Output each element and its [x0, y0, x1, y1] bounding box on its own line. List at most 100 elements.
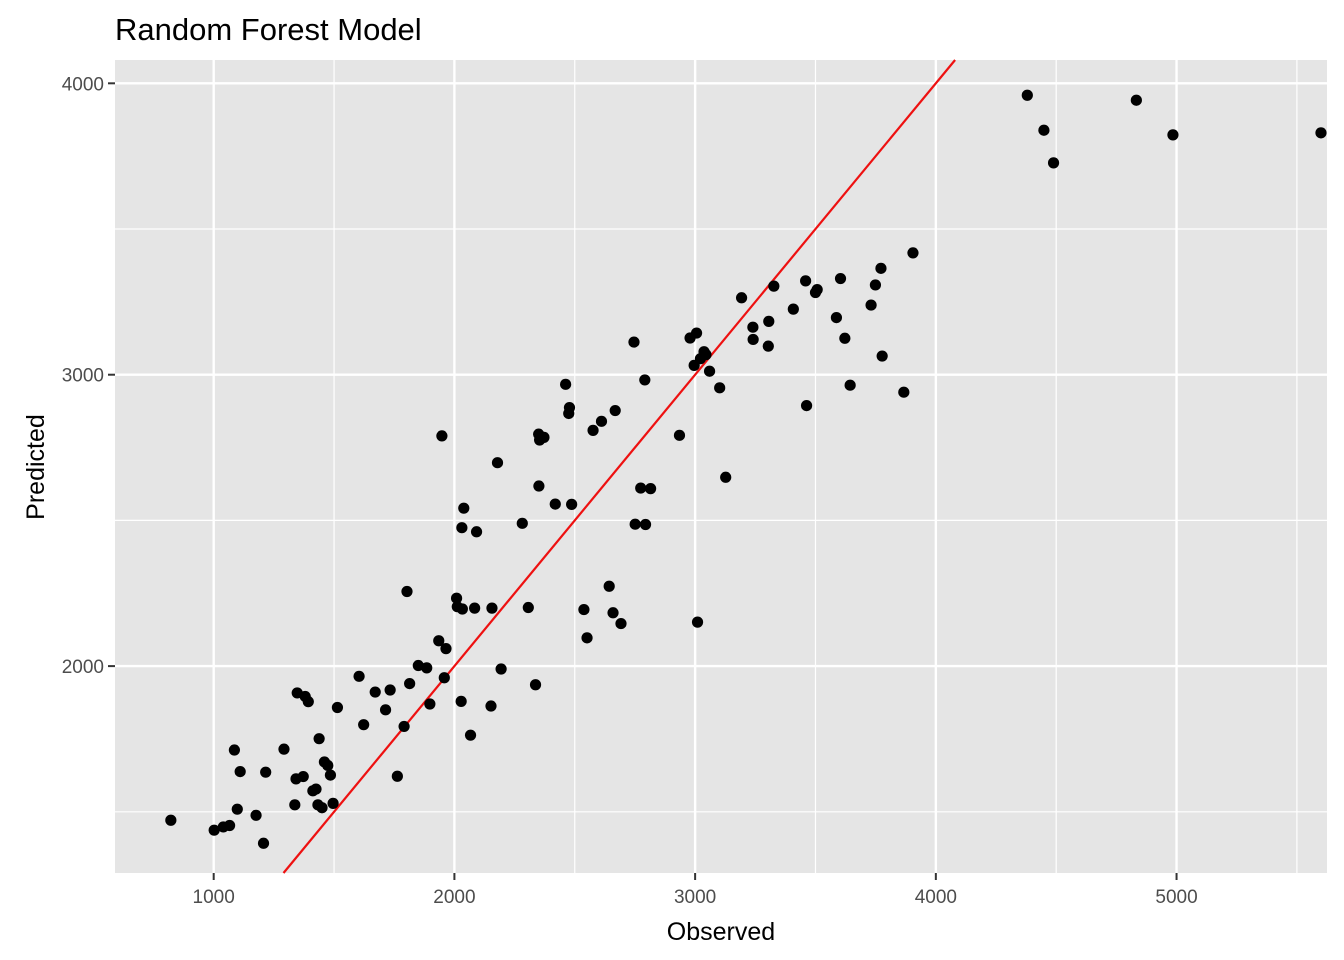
- data-point-34: [401, 585, 413, 598]
- data-point-81: [644, 483, 657, 495]
- data-point-72: [603, 580, 615, 592]
- data-point-114: [1021, 89, 1033, 101]
- data-point-38: [424, 698, 436, 710]
- data-point-46: [456, 522, 468, 534]
- data-point-39: [433, 635, 445, 647]
- data-point-28: [358, 719, 370, 731]
- data-point-80: [639, 518, 652, 531]
- data-point-62: [538, 431, 550, 443]
- data-point-55: [495, 663, 507, 675]
- plot-panel: [115, 60, 1327, 873]
- data-point-33: [398, 720, 410, 733]
- data-point-73: [607, 607, 619, 619]
- data-point-104: [830, 311, 843, 324]
- data-point-89: [700, 349, 712, 361]
- data-point-100: [800, 275, 812, 287]
- x-tick-label-1: 2000: [433, 887, 475, 908]
- data-point-91: [714, 382, 726, 394]
- data-point-53: [486, 602, 498, 614]
- data-point-64: [560, 378, 572, 390]
- data-point-56: [516, 517, 528, 529]
- data-point-52: [485, 700, 497, 712]
- data-point-101: [800, 399, 813, 412]
- data-point-86: [691, 616, 704, 628]
- data-point-119: [1315, 127, 1327, 139]
- x-axis-title: Observed: [667, 918, 775, 946]
- reference-line-group: [282, 59, 956, 874]
- data-point-54: [491, 457, 504, 469]
- data-point-10: [278, 743, 290, 755]
- x-tick-label-0: 1000: [193, 887, 235, 908]
- data-point-16: [302, 696, 314, 708]
- data-point-96: [762, 340, 774, 352]
- data-point-118: [1167, 129, 1179, 141]
- data-point-25: [327, 797, 339, 809]
- data-point-50: [469, 602, 481, 614]
- data-point-40: [436, 430, 448, 442]
- data-point-20: [313, 733, 325, 745]
- x-axis-ticks: 1000 2000 3000 4000 5000: [193, 873, 1198, 908]
- data-point-113: [907, 247, 919, 259]
- data-point-107: [844, 379, 856, 391]
- x-tick-label-2: 3000: [674, 887, 716, 908]
- data-point-82: [673, 429, 686, 441]
- data-point-31: [384, 684, 396, 696]
- data-point-99: [787, 303, 799, 315]
- data-point-70: [587, 424, 599, 436]
- y-tick-label-0: 2000: [62, 657, 104, 678]
- data-point-9: [260, 766, 272, 778]
- data-points: [165, 89, 1327, 849]
- data-point-95: [747, 333, 759, 346]
- data-point-29: [369, 686, 381, 698]
- data-point-108: [865, 299, 877, 311]
- x-tick-label-3: 4000: [915, 887, 957, 908]
- data-point-117: [1130, 94, 1142, 106]
- data-point-94: [747, 321, 759, 333]
- data-point-115: [1038, 124, 1050, 136]
- data-point-47: [456, 603, 468, 615]
- reference-line: [282, 59, 956, 874]
- data-point-11: [289, 799, 301, 811]
- data-point-51: [470, 526, 483, 538]
- major-gridlines: [115, 60, 1327, 873]
- minor-gridlines: [115, 60, 1327, 873]
- data-point-92: [720, 471, 732, 483]
- data-point-48: [458, 502, 470, 514]
- data-point-6: [234, 765, 246, 778]
- data-point-76: [628, 336, 640, 348]
- data-point-68: [578, 603, 590, 616]
- data-point-5: [231, 803, 243, 815]
- data-point-42: [440, 643, 452, 655]
- data-point-97: [763, 315, 775, 327]
- data-point-21: [316, 802, 328, 814]
- data-point-77: [629, 518, 641, 530]
- data-point-3: [223, 819, 236, 832]
- data-point-49: [464, 729, 477, 741]
- data-point-90: [703, 365, 716, 377]
- data-point-58: [529, 679, 542, 691]
- data-point-24: [324, 769, 337, 781]
- data-point-66: [563, 402, 576, 414]
- data-point-71: [595, 415, 608, 427]
- data-point-60: [533, 480, 545, 492]
- data-point-14: [297, 770, 309, 783]
- data-point-35: [404, 677, 416, 690]
- x-tick-label-4: 5000: [1155, 887, 1197, 908]
- chart-title: Random Forest Model: [115, 12, 422, 47]
- y-tick-label-1: 3000: [62, 366, 104, 387]
- data-point-105: [834, 272, 847, 285]
- data-point-30: [379, 704, 392, 716]
- data-point-103: [811, 284, 823, 296]
- data-point-23: [322, 759, 334, 772]
- data-point-110: [875, 262, 887, 274]
- data-point-18: [310, 783, 322, 795]
- data-point-78: [635, 482, 647, 494]
- data-point-112: [898, 386, 910, 398]
- y-tick-label-2: 4000: [62, 74, 104, 95]
- data-point-85: [690, 327, 703, 339]
- data-point-93: [735, 292, 748, 304]
- data-point-4: [228, 744, 240, 756]
- data-point-8: [257, 837, 270, 849]
- data-point-0: [165, 814, 177, 826]
